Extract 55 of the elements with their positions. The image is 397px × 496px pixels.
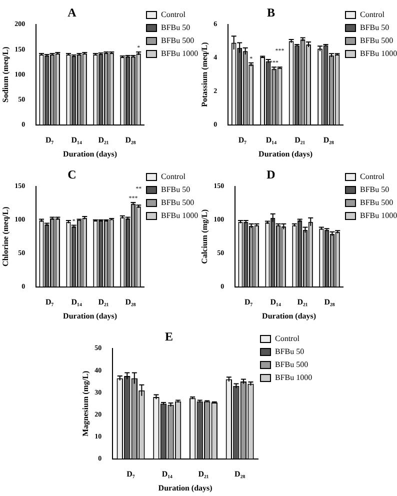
x-tick-label: D₂₈ [234,470,246,479]
x-tick-label: D₂₁ [198,470,210,479]
y-axis-title: Potassium (meq/L) [200,42,209,107]
x-tick-label: D₁₄ [71,298,82,307]
legend-label: BFBu 1000 [360,211,397,220]
legend-label: BFBu 50 [360,185,390,194]
legend-label: Control [360,10,384,19]
x-axis-title: Duration (days) [158,483,213,492]
x-tick-label: D₂₈ [323,136,335,145]
legend-label: Control [161,172,186,181]
chart-title: B [266,5,276,20]
x-axis-title: Duration (days) [258,149,313,158]
x-tick-label: D₂₈ [125,298,136,307]
chart-title: E [164,329,174,344]
legend-label: BFBu 500 [275,360,308,369]
chart-title: A [68,5,77,20]
legend-label: BFBu 500 [360,36,394,45]
x-tick-label: D₇ [244,298,254,307]
y-axis-title: Magnesium (mg/L) [80,370,90,436]
x-tick-label: D₇ [45,136,54,145]
x-tick-label: D₂₁ [98,136,110,145]
x-tick-label: D₂₁ [98,298,110,307]
x-tick-label: D₂₈ [324,298,336,307]
legend-label: BFBu 50 [161,23,190,32]
x-tick-label: D₁₄ [162,470,174,479]
x-tick-label: D₂₈ [125,136,136,145]
x-axis-title: Duration (days) [63,311,118,320]
legend-label: Control [275,334,300,343]
legend-label: BFBu 500 [161,36,194,45]
y-axis-title: Sodium (meq/L) [0,46,10,102]
x-tick-label: D₂₁ [297,298,308,307]
legend-label: BFBu 1000 [360,49,397,58]
x-tick-label: D₁₄ [270,298,282,307]
y-axis-title: Calcium (mg/L) [200,209,209,264]
y-axis-title: Chlorine (meq/L) [0,206,10,266]
legend-label: BFBu 1000 [161,49,198,58]
legend-label: BFBu 500 [360,198,394,207]
x-tick-label: D₇ [126,470,136,479]
chart-title: C [68,167,76,182]
x-tick-label: D₂₁ [294,136,306,145]
legend-label: BFBu 50 [360,23,390,32]
legend-label: Control [360,172,384,181]
legend-label: BFBu 50 [275,347,304,356]
legend-label: BFBu 500 [161,198,194,207]
legend-label: Control [161,10,186,19]
chart-title: D [266,167,276,182]
legend-label: BFBu 1000 [161,211,198,220]
legend-label: BFBu 50 [161,185,190,194]
legend-label: BFBu 1000 [275,373,312,382]
x-tick-label: D₇ [238,136,248,145]
x-axis-title: Duration (days) [63,149,118,158]
x-tick-label: D₇ [45,298,54,307]
x-axis-title: Duration (days) [262,311,316,320]
x-tick-label: D₁₄ [71,136,82,145]
x-tick-label: D₁₄ [266,136,278,145]
